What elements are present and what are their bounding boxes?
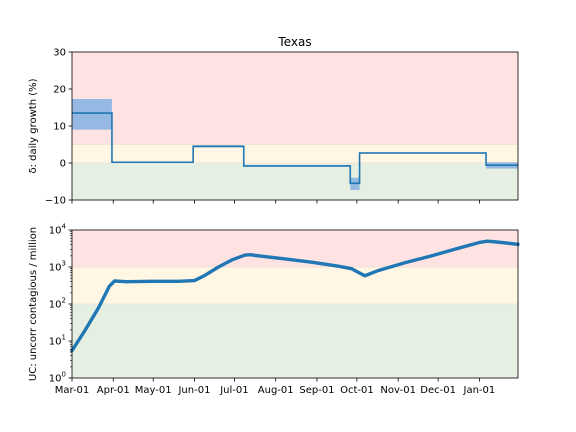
date-x-tick-label: Sep-01 (299, 385, 334, 396)
contagious-band (72, 267, 518, 304)
contagious-y-tick-label: 103 (49, 260, 66, 274)
chart-title: Texas (277, 35, 311, 49)
growth-band (72, 163, 518, 200)
contagious-band (72, 304, 518, 378)
date-x-tick-label: Apr-01 (97, 385, 130, 396)
contagious-y-axis-label: UC: uncorr contagious / million (28, 227, 39, 381)
growth-y-tick-label: −10 (45, 196, 66, 207)
growth-panel: −10 0 10 20 30 Texas δ: daily growth (%) (28, 35, 519, 207)
contagious-y-tick-label: 104 (49, 223, 67, 237)
contagious-y-tick-label: 102 (49, 297, 66, 311)
growth-y-tick-label: 0 (60, 159, 66, 170)
date-x-tick-label: May-01 (135, 385, 172, 396)
date-x-tick-label: Dec-01 (420, 385, 456, 396)
date-x-tick-label: Oct-01 (340, 385, 374, 396)
growth-band (72, 144, 518, 163)
growth-y-tick-label: 10 (53, 122, 66, 133)
date-x-tick-label: Aug-01 (258, 385, 294, 396)
date-x-tick-label: Jun-01 (177, 385, 210, 396)
growth-y-tick-label: 30 (53, 48, 66, 59)
contagious-line (70, 239, 520, 353)
date-x-tick-label: Mar-01 (55, 385, 90, 396)
date-x-tick-label: Nov-01 (380, 385, 416, 396)
growth-y-axis-label: δ: daily growth (%) (28, 78, 39, 173)
date-x-tick-label: Jan-01 (463, 385, 496, 396)
contagious-y-tick-label: 101 (49, 334, 66, 348)
growth-step-line (72, 112, 518, 185)
growth-y-tick-label: 20 (53, 85, 66, 96)
date-x-tick-label: Jul-01 (219, 385, 248, 396)
contagious-panel: 100 101 102 103 104 Mar-01 Apr-01 May-01 Jun-01… (28, 223, 520, 396)
growth-uncertainty-band (72, 98, 112, 130)
contagious-y-tick-label: 100 (49, 371, 66, 385)
growth-band (72, 52, 518, 145)
